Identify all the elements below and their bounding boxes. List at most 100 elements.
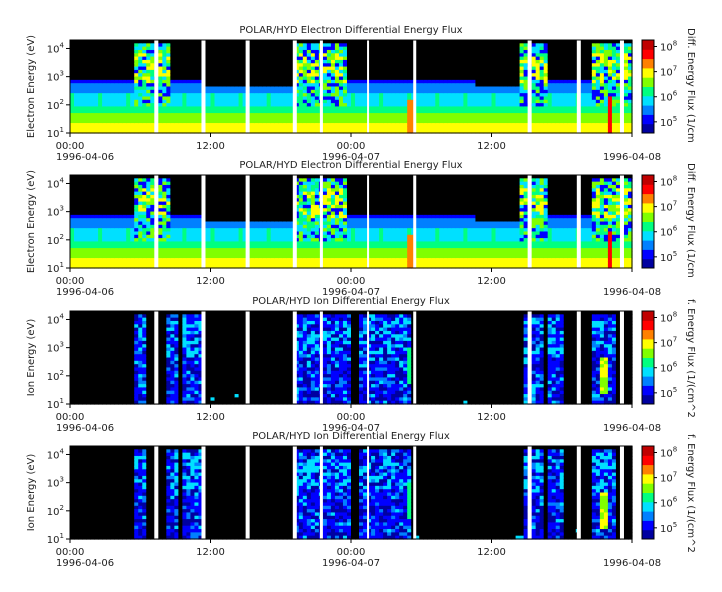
heatmap-cell	[150, 69, 155, 74]
heatmap-cell	[395, 116, 400, 121]
heatmap-cell	[130, 69, 135, 74]
heatmap-cell	[74, 56, 79, 61]
heatmap-cell	[158, 99, 163, 104]
heatmap-cell	[262, 99, 268, 104]
heatmap-cell	[387, 66, 392, 71]
heatmap-cell	[262, 129, 268, 134]
heatmap-cell	[435, 53, 440, 58]
heatmap-cell	[254, 73, 260, 78]
heatmap-cell	[70, 116, 75, 121]
heatmap-cell	[74, 113, 79, 117]
heatmap-cell	[222, 113, 228, 117]
heatmap-cell	[122, 49, 127, 54]
heatmap-cell	[134, 43, 139, 48]
heatmap-cell	[126, 86, 131, 91]
heatmap-cell	[286, 119, 292, 124]
heatmap-cell	[134, 113, 139, 117]
heatmap-cell	[326, 113, 332, 117]
heatmap-cell	[330, 66, 336, 71]
heatmap-cell	[198, 40, 204, 44]
heatmap-cell	[399, 86, 404, 91]
heatmap-cell	[278, 116, 284, 121]
y-tick-label: 103	[47, 70, 64, 84]
heatmap-cell	[194, 43, 200, 48]
heatmap-cell	[98, 99, 103, 104]
heatmap-cell	[162, 63, 167, 68]
heatmap-cell	[214, 99, 220, 104]
heatmap-cell	[174, 79, 179, 84]
heatmap-cell	[278, 123, 284, 127]
heatmap-cell	[334, 119, 340, 124]
heatmap-cell	[475, 73, 481, 78]
heatmap-cell	[198, 96, 204, 101]
heatmap-cell	[258, 109, 264, 114]
heatmap-cell	[274, 53, 280, 58]
heatmap-cell	[363, 76, 368, 81]
heatmap-cell	[391, 109, 396, 114]
heatmap-cell	[70, 119, 75, 124]
heatmap-cell	[218, 86, 224, 91]
heatmap-cell	[302, 103, 308, 108]
heatmap-cell	[342, 106, 348, 111]
heatmap-cell	[190, 63, 196, 68]
heatmap-cell	[178, 79, 183, 84]
heatmap-cell	[455, 46, 460, 51]
heatmap-cell	[214, 43, 220, 48]
heatmap-cell	[342, 103, 348, 108]
heatmap-cell	[122, 63, 127, 68]
heatmap-cell	[250, 103, 256, 108]
heatmap-cell	[70, 86, 75, 91]
heatmap-cell	[467, 86, 473, 91]
heatmap-cell	[114, 63, 119, 68]
heatmap-cell	[371, 113, 376, 117]
heatmap-cell	[94, 99, 99, 104]
heatmap-cell	[174, 53, 179, 58]
heatmap-cell	[70, 46, 75, 51]
heatmap-cell	[114, 69, 119, 74]
heatmap-cell	[375, 53, 380, 58]
heatmap-cell	[234, 40, 240, 44]
heatmap-cell	[262, 109, 268, 114]
heatmap-cell	[166, 49, 171, 54]
heatmap-cell	[431, 96, 436, 101]
heatmap-cell	[383, 49, 388, 54]
heatmap-cell	[475, 40, 481, 44]
heatmap-cell	[118, 113, 123, 117]
heatmap-cell	[359, 66, 364, 71]
heatmap-cell	[387, 89, 392, 94]
heatmap-cell	[78, 49, 83, 54]
heatmap-cell	[194, 96, 200, 101]
heatmap-cell	[222, 56, 228, 61]
heatmap-cell	[194, 86, 200, 91]
heatmap-cell	[150, 59, 155, 64]
heatmap-cell	[367, 56, 372, 61]
heatmap-cell	[206, 66, 212, 71]
heatmap-cell	[415, 69, 420, 74]
heatmap-cell	[98, 109, 103, 114]
heatmap-cell	[134, 116, 139, 121]
heatmap-cell	[134, 53, 139, 58]
heatmap-cell	[110, 53, 115, 58]
heatmap-cell	[258, 106, 264, 111]
heatmap-cell	[234, 96, 240, 101]
heatmap-cell	[322, 53, 328, 58]
heatmap-cell	[334, 116, 340, 121]
heatmap-cell	[186, 79, 192, 84]
heatmap-cell	[330, 99, 336, 104]
heatmap-cell	[134, 103, 139, 108]
heatmap-cell	[346, 79, 352, 84]
heatmap-cell	[298, 106, 304, 111]
heatmap-cell	[346, 106, 352, 111]
heatmap-cell	[74, 46, 79, 51]
heatmap-cell	[451, 119, 456, 124]
heatmap-cell	[443, 66, 448, 71]
heatmap-cell	[455, 69, 460, 74]
heatmap-cell	[298, 79, 304, 84]
heatmap-cell	[118, 126, 123, 131]
heatmap-cell	[367, 126, 372, 131]
heatmap-cell	[110, 119, 115, 124]
heatmap-cell	[258, 119, 264, 124]
heatmap-cell	[234, 99, 240, 104]
heatmap-cell	[419, 106, 424, 111]
heatmap-cell	[383, 86, 388, 91]
